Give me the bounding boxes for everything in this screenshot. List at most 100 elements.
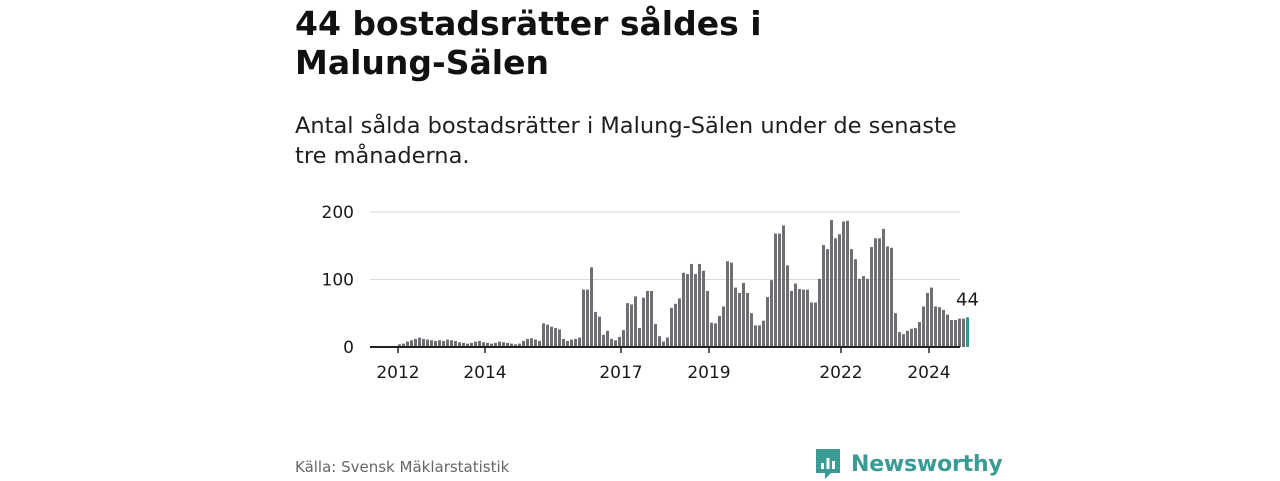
bar [686,274,689,347]
bar [586,289,589,348]
bar [614,340,617,347]
x-tick-label: 2014 [463,363,506,383]
bar [710,322,713,347]
bar [430,340,433,347]
bar [602,334,605,347]
bar [438,340,441,347]
bar [746,293,749,347]
bar [566,340,569,347]
bar [806,289,809,348]
x-tick-label: 2019 [687,363,730,383]
bar [622,330,625,348]
y-tick-label: 200 [322,203,354,223]
bar [842,221,845,347]
bar [462,342,465,347]
bar [830,220,833,347]
bar [774,233,777,347]
bar [902,334,905,347]
x-tick-label: 2012 [376,363,419,383]
bar [930,287,933,347]
bar [510,343,513,348]
bar [934,306,937,347]
bar [466,343,469,348]
bar [434,340,437,347]
bar [450,340,453,347]
bar [490,343,493,348]
last-value-label: 44 [956,289,979,310]
chart-subtitle: Antal sålda bostadsrätter i Malung-Sälen… [295,113,957,169]
bar [530,338,533,347]
bar [786,265,789,347]
bar [538,340,541,347]
bar [670,307,673,347]
bar [734,287,737,347]
bar [958,318,961,347]
source-note: Källa: Svensk Mäklarstatistik [295,458,510,476]
bar [442,340,445,347]
bar [638,328,641,347]
bar [662,341,665,347]
bar [822,245,825,347]
bar [634,296,637,348]
bar [862,276,865,348]
bar [850,249,853,348]
bar [782,225,785,347]
bar [694,274,697,347]
bar [938,307,941,347]
bar [962,318,965,347]
bar [406,341,409,347]
bar [582,289,585,348]
bar [554,328,557,347]
bar [646,290,649,347]
bar [718,315,721,347]
bar [878,238,881,347]
x-tick-label: 2022 [819,363,862,383]
bar [946,314,949,347]
bar [486,342,489,347]
brand-logo: Newsworthy [814,447,1003,481]
newsworthy-logo-icon [816,449,840,479]
bar [410,340,413,347]
x-tick-label: 2017 [599,363,642,383]
bar [590,267,593,347]
bar [650,290,653,347]
y-tick-label: 0 [343,338,354,358]
bar [398,344,401,347]
bar [558,329,561,347]
bar [522,340,525,347]
bar [506,342,509,347]
bar [422,338,425,347]
bar [526,338,529,347]
bar [594,311,597,347]
bar [798,288,801,347]
bar [678,298,681,347]
bar [738,293,741,347]
bar [666,337,669,347]
bar [858,278,861,347]
bar [826,249,829,348]
x-tick-label: 2024 [907,363,950,383]
bar [758,325,761,347]
bar [494,342,497,347]
bar [818,278,821,347]
bar [954,320,957,347]
chart-card: 44 bostadsrätter såldes i Malung-Sälen A… [295,0,1003,480]
bar [750,313,753,347]
bars-layer [398,220,969,348]
bar [714,323,717,348]
bar [418,337,421,347]
bar [698,263,701,347]
bar [402,343,405,348]
bar [598,316,601,348]
bar [534,339,537,347]
bar [706,290,709,347]
bar [834,238,837,347]
y-axis-labels: 0 100 200 [322,203,354,358]
bar [762,320,765,347]
bar [950,320,953,347]
bar [578,337,581,347]
bar [894,313,897,347]
x-tick-marks [397,347,930,353]
bar [898,332,901,347]
bar [514,344,517,347]
